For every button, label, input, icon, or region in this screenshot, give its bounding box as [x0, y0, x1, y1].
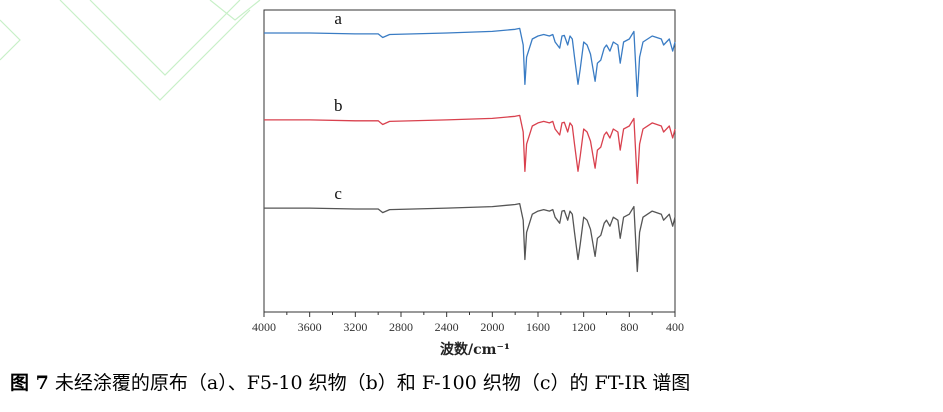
series-lines	[264, 27, 676, 273]
x-tick-label: 3200	[343, 320, 367, 334]
series-label-c: c	[334, 184, 342, 203]
x-tick-label: 1600	[526, 320, 550, 334]
x-axis: 4000 3600 3200 2800 2400 2000 1600 1200 800 400	[252, 312, 684, 334]
x-tick-label: 2800	[389, 320, 413, 334]
x-tick-label: 3600	[298, 320, 322, 334]
x-tick-label: 2000	[480, 320, 504, 334]
series-line-a	[264, 27, 676, 98]
series-labels: a b c	[334, 9, 343, 203]
series-label-b: b	[334, 96, 343, 115]
x-tick-label: 4000	[252, 320, 276, 334]
series-line-b	[264, 114, 676, 184]
figure-caption: 图 7 未经涂覆的原布（a）、F5-10 织物（b）和 F-100 织物（c）的…	[10, 368, 690, 395]
caption-text: 未经涂覆的原布（a）、F5-10 织物（b）和 F-100 织物（c）的 FT-…	[48, 372, 691, 394]
x-tick-label: 1200	[572, 320, 596, 334]
plot-frame	[263, 9, 676, 313]
watermark	[0, 0, 261, 101]
figure-number: 图 7	[10, 372, 49, 394]
x-tick-label: 800	[620, 320, 638, 334]
x-axis-label: 波数/cm⁻¹	[440, 341, 510, 358]
x-tick-label: 400	[666, 320, 684, 334]
series-line-c	[264, 202, 676, 273]
x-tick-label: 2400	[435, 320, 459, 334]
series-label-a: a	[334, 9, 342, 28]
